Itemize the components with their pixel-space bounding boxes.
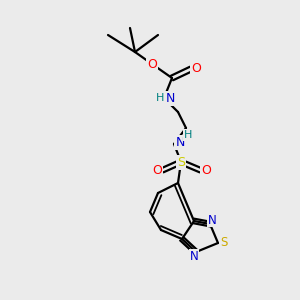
Text: N: N	[190, 250, 198, 262]
Text: O: O	[201, 164, 211, 178]
Text: H: H	[184, 130, 192, 140]
Text: H: H	[156, 93, 164, 103]
Text: S: S	[220, 236, 228, 250]
Text: O: O	[147, 58, 157, 70]
Text: S: S	[177, 155, 185, 169]
Text: O: O	[191, 61, 201, 74]
Text: O: O	[152, 164, 162, 178]
Text: N: N	[165, 92, 175, 104]
Text: N: N	[208, 214, 216, 226]
Text: N: N	[175, 136, 185, 148]
